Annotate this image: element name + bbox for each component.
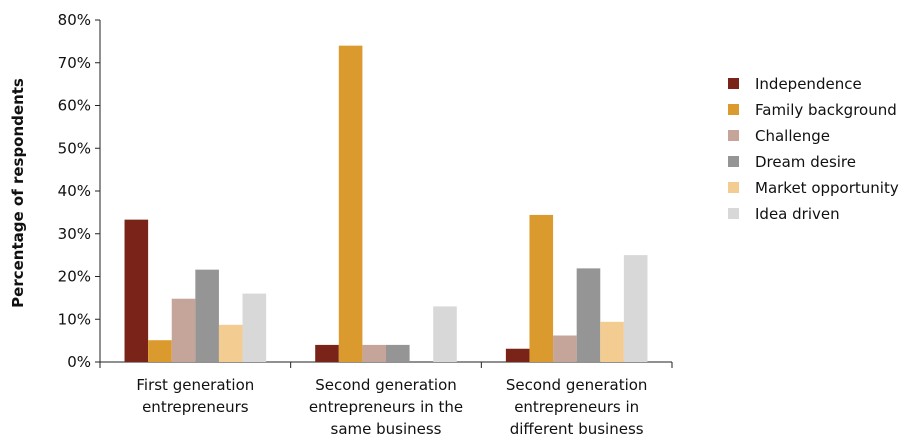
bar-family-background <box>338 45 363 363</box>
bar-independence <box>315 344 339 362</box>
legend: Independence Family background Challenge Dr… <box>728 75 899 223</box>
bar-market-opportunity <box>218 324 243 362</box>
y-tick-label: 50% <box>58 139 91 157</box>
category-label: First generation entrepreneurs <box>136 376 254 416</box>
category-label-line: different business <box>510 420 644 438</box>
y-tick-label: 30% <box>58 225 91 243</box>
legend-swatch <box>728 182 739 193</box>
bar-idea-driven <box>433 306 457 362</box>
legend-label: Independence <box>755 75 862 93</box>
bar-family-background <box>148 340 172 362</box>
bar-idea-driven <box>242 293 267 362</box>
bar-challenge <box>171 298 196 362</box>
bar-dream-desire <box>195 269 219 362</box>
category-label-line: entrepreneurs <box>142 398 249 416</box>
category-label-line: Second generation <box>315 376 457 394</box>
legend-swatch <box>728 78 739 89</box>
category-label-line: entrepreneurs in <box>514 398 639 416</box>
y-tick-label: 0% <box>67 353 91 371</box>
category-label-line: Second generation <box>506 376 648 394</box>
category-label-line: First generation <box>136 376 254 394</box>
bar-challenge <box>553 335 577 362</box>
y-axis-label-group: Percentage of respondents <box>9 78 27 308</box>
bar-market-opportunity <box>600 321 624 362</box>
y-axis-label: Percentage of respondents <box>9 78 27 308</box>
legend-swatch <box>728 104 739 115</box>
category-label: Second generation entrepreneurs in differe… <box>506 376 648 438</box>
bar-idea-driven <box>623 255 648 362</box>
category-label-line: same business <box>331 420 442 438</box>
legend-label: Market opportunity <box>755 179 899 197</box>
bar-dream-desire <box>386 344 410 362</box>
legend-label: Family background <box>755 101 897 119</box>
y-tick-label: 70% <box>58 54 91 72</box>
legend-swatch <box>728 208 739 219</box>
legend-label: Idea driven <box>755 205 840 223</box>
y-tick-label: 20% <box>58 268 91 286</box>
category-labels: First generation entrepreneurs Second gene… <box>136 376 647 438</box>
bar-independence <box>505 348 530 362</box>
y-ticks: 0% 10% 20% 30% 40% 50% 60% 70% 80% <box>58 11 100 371</box>
bar-family-background <box>529 214 554 362</box>
bar-independence <box>124 219 149 362</box>
y-tick-label: 80% <box>58 11 91 29</box>
bar-challenge <box>362 344 386 362</box>
legend-swatch <box>728 156 739 167</box>
legend-label: Challenge <box>755 127 830 145</box>
y-tick-label: 40% <box>58 182 91 200</box>
category-label: Second generation entrepreneurs in the sam… <box>309 376 463 438</box>
legend-swatch <box>728 130 739 141</box>
bar-dream-desire <box>576 268 601 362</box>
y-tick-label: 60% <box>58 97 91 115</box>
y-tick-label: 10% <box>58 310 91 328</box>
legend-label: Dream desire <box>755 153 856 171</box>
category-label-line: entrepreneurs in the <box>309 398 463 416</box>
bars <box>124 45 648 363</box>
